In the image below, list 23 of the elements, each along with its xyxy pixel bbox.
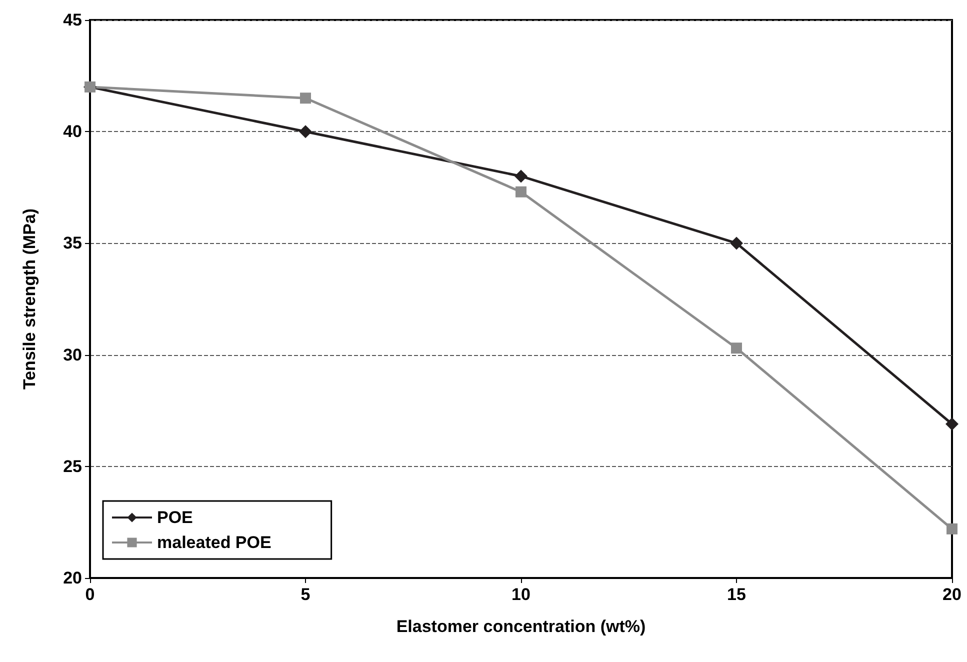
x-axis-title: Elastomer concentration (wt%) (396, 617, 646, 636)
y-tick-label: 30 (63, 345, 82, 364)
point (946, 523, 958, 534)
x-tick-label: 0 (85, 585, 95, 604)
x-tick-label: 20 (942, 585, 962, 604)
point (514, 170, 528, 183)
y-tick-label: 25 (63, 456, 82, 476)
y-tick-label: 20 (63, 568, 82, 588)
x-tick-label: 15 (727, 585, 746, 604)
point (516, 186, 526, 198)
legend-label: POE (157, 508, 193, 527)
point (731, 342, 742, 354)
y-tick-label: 40 (63, 122, 82, 142)
point (299, 125, 312, 138)
x-tick-label: 10 (512, 585, 530, 604)
y-tick-label: 45 (63, 10, 82, 30)
point (300, 92, 311, 104)
legend-label: maleated POE (157, 533, 272, 552)
point (730, 236, 743, 250)
y-axis-title: Tensile strength (MPa) (20, 208, 39, 390)
point (946, 417, 958, 430)
x-tick-label: 5 (300, 585, 310, 604)
y-tick-label: 35 (63, 234, 82, 253)
